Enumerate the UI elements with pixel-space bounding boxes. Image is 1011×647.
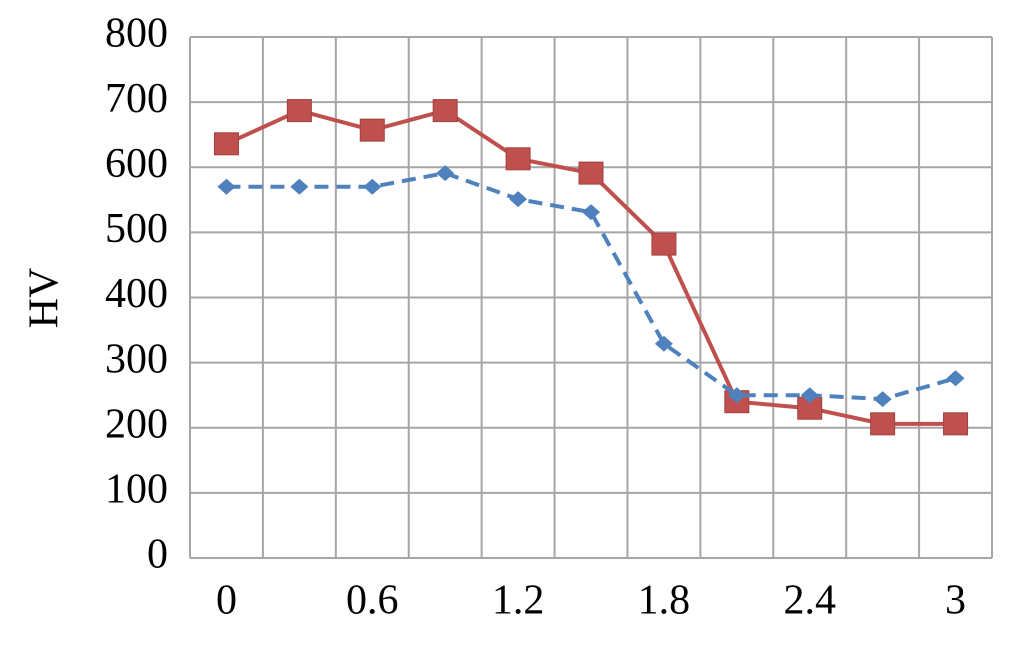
- x-tick-label: 2.4: [783, 578, 836, 624]
- x-tick-label: 1.8: [638, 578, 691, 624]
- x-tick-label: 3: [945, 578, 966, 624]
- marker-square: [578, 161, 604, 185]
- marker-diamond: [436, 165, 455, 182]
- marker-diamond: [290, 178, 309, 195]
- marker-diamond: [582, 204, 600, 221]
- x-tick-label: 1.2: [492, 578, 545, 624]
- marker-diamond: [654, 335, 673, 352]
- y-axis-label: HV: [22, 268, 68, 329]
- marker-diamond: [873, 391, 892, 408]
- y-tick-label: 700: [105, 76, 168, 122]
- marker-square: [432, 99, 458, 123]
- y-tick-label: 600: [105, 141, 168, 187]
- marker-diamond: [800, 387, 819, 404]
- y-tick-label: 0: [147, 532, 168, 578]
- y-tick-label: 300: [105, 336, 168, 382]
- y-tick-label: 100: [105, 467, 168, 513]
- marker-diamond: [509, 191, 528, 208]
- marker-square: [359, 118, 385, 142]
- x-tick-label: 0.6: [346, 578, 399, 624]
- marker-diamond: [217, 178, 236, 195]
- marker-diamond: [727, 387, 746, 404]
- marker-diamond: [363, 178, 382, 195]
- marker-square: [870, 412, 896, 436]
- x-tick-label: 0: [216, 578, 237, 624]
- series-line: [226, 171, 957, 402]
- marker-square: [286, 99, 312, 123]
- marker-square: [651, 232, 677, 256]
- y-tick-label: 400: [105, 271, 168, 317]
- y-tick-label: 500: [105, 206, 168, 252]
- marker-square: [943, 412, 969, 436]
- marker-square: [505, 147, 531, 171]
- marker-diamond: [946, 370, 965, 387]
- y-tick-label: 200: [105, 401, 168, 447]
- y-tick-label: 800: [105, 11, 168, 57]
- marker-square: [213, 132, 239, 156]
